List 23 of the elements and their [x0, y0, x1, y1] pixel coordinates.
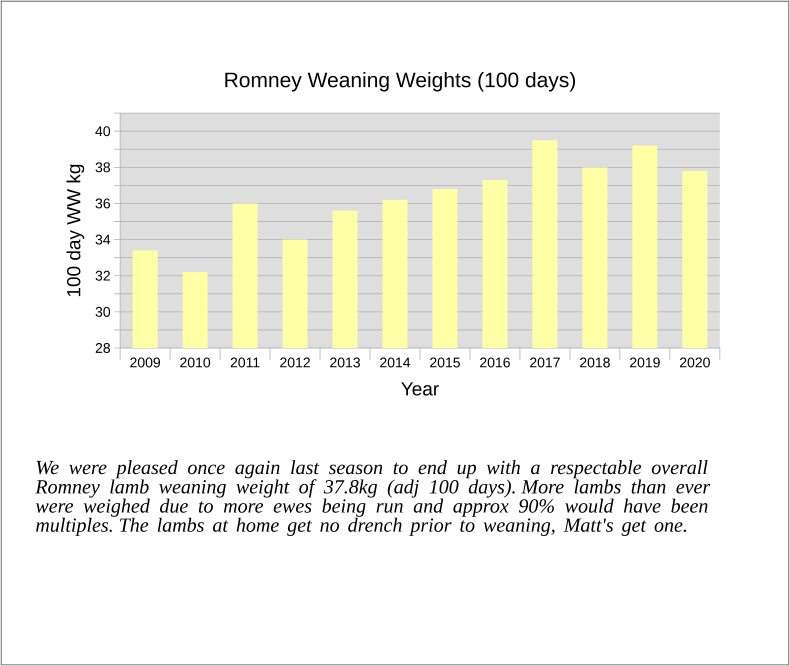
y-tick-label: 38 — [96, 162, 110, 172]
y-tick-label: 40 — [95, 126, 110, 136]
x-tick-label: 2017 — [530, 358, 560, 368]
x-axis-title: Year — [401, 382, 439, 396]
x-tick-label: 2016 — [480, 358, 510, 368]
text: We were pleased once again last season to end up with a respectable overall Romney lamb weaning weight of 37.8kg (adj 100 days). More lambs than ever were weighed due to more ewes being run and approx 90% would have been multiples. The lambs at home get no drench prior to weaning, Matt's get one. — [35, 460, 710, 536]
chart-title: Romney Weaning Weights (100 days) — [225, 72, 575, 92]
x-tick-label: 2020 — [680, 358, 710, 368]
x-tick-label: 2013 — [330, 358, 360, 368]
y-tick-label: 34 — [96, 234, 110, 245]
y-axis-title: 100 day WW kg — [66, 164, 84, 296]
y-tick-label: 32 — [96, 270, 110, 281]
x-tick-label: 2009 — [130, 358, 160, 368]
y-tick-label: 30 — [96, 306, 110, 317]
y-tick-label: 28 — [96, 343, 110, 353]
x-tick-label: 2019 — [630, 358, 660, 368]
x-tick-label: 2014 — [380, 358, 410, 368]
x-tick-label: 2015 — [430, 358, 460, 368]
x-tick-label: 2018 — [580, 358, 610, 368]
x-tick-label: 2012 — [280, 358, 310, 368]
x-tick-label: 2010 — [180, 358, 210, 368]
y-tick-label: 36 — [96, 198, 110, 208]
x-tick-label: 2011 — [230, 358, 260, 368]
